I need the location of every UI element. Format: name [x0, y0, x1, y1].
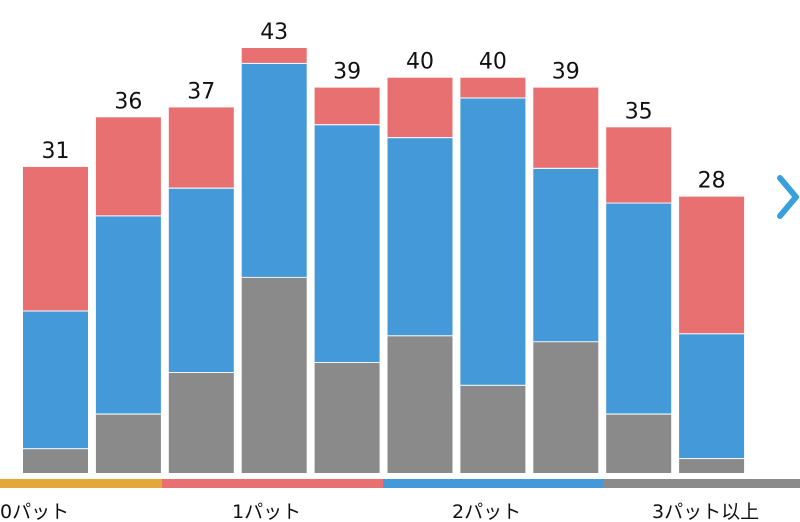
bar-segment-two-1 — [23, 310, 88, 449]
legend: 0パット 1パット 2パット 3パット以上 — [0, 479, 800, 522]
bar-segment-three_plus-6 — [387, 335, 453, 473]
segment-separator — [95, 412, 161, 415]
bar-segment-three_plus-2 — [95, 413, 161, 473]
bar-segment-two-2 — [95, 215, 161, 414]
legend-label-4: 3パット以上 — [652, 501, 759, 522]
bar-segment-two-3 — [168, 187, 234, 372]
bar-total-label-9: 35 — [625, 99, 653, 124]
legend-swatch-3 — [383, 479, 603, 488]
bar-segment-one-1 — [23, 165, 88, 311]
segment-separator — [606, 412, 672, 415]
bar-segment-two-8 — [533, 167, 599, 342]
bars-group — [23, 46, 745, 473]
bar-segment-two-9 — [606, 202, 672, 414]
segment-separator — [314, 123, 380, 126]
bar-total-label-5: 39 — [333, 60, 361, 85]
segment-separator — [460, 75, 526, 78]
legend-label-2: 1パット — [232, 501, 301, 522]
legend-swatch-1 — [0, 479, 162, 488]
segment-separator — [679, 194, 745, 197]
bar-total-label-7: 40 — [479, 50, 507, 75]
bar-segment-one-7 — [460, 76, 526, 98]
bar-segment-two-6 — [387, 137, 453, 336]
bar-total-label-1: 31 — [42, 139, 70, 164]
bar-segment-two-5 — [314, 124, 380, 363]
bar-segment-one-3 — [168, 106, 234, 188]
bar-segment-two-4 — [241, 62, 307, 277]
segment-separator — [606, 125, 672, 128]
bar-segment-one-10 — [679, 195, 745, 334]
bar-segment-two-10 — [679, 333, 745, 459]
bar-segment-three_plus-9 — [606, 413, 672, 473]
segment-separator — [168, 105, 234, 108]
bar-total-label-2: 36 — [114, 89, 142, 114]
bar-segment-one-8 — [533, 86, 599, 168]
legend-swatch-2 — [162, 479, 383, 488]
bar-segment-three_plus-8 — [533, 341, 599, 473]
bar-segment-three_plus-1 — [23, 448, 88, 473]
bar-segment-one-6 — [387, 76, 453, 138]
bar-segment-one-4 — [241, 47, 307, 63]
bar-segment-three_plus-5 — [314, 362, 380, 473]
bar-total-label-4: 43 — [260, 20, 288, 45]
total-labels-group: 31 36 37 43 39 40 40 39 35 28 — [42, 20, 726, 194]
legend-swatch-4 — [603, 479, 800, 488]
bar-total-label-10: 28 — [698, 169, 726, 194]
bar-segment-three_plus-4 — [241, 276, 307, 473]
bar-segment-three_plus-10 — [679, 458, 745, 473]
bar-total-label-6: 40 — [406, 50, 434, 75]
segment-separator — [314, 85, 380, 88]
bar-segment-two-7 — [460, 97, 526, 385]
bar-total-label-3: 37 — [187, 79, 215, 104]
bar-segment-one-2 — [95, 116, 161, 216]
bar-segment-three_plus-3 — [168, 371, 234, 473]
segment-separator — [533, 85, 599, 88]
segment-separator — [679, 457, 745, 460]
segment-separator — [533, 166, 599, 169]
segment-separator — [387, 75, 453, 78]
bar-total-label-8: 39 — [552, 60, 580, 85]
bar-segment-one-5 — [314, 86, 380, 125]
bar-segment-three_plus-7 — [460, 384, 526, 473]
bar-segment-one-9 — [606, 126, 672, 203]
segment-separator — [241, 46, 307, 48]
segment-separator — [23, 164, 88, 167]
chevron-right-icon[interactable] — [772, 172, 800, 222]
segment-separator — [95, 115, 161, 118]
legend-label-3: 2パット — [452, 501, 521, 522]
legend-label-1: 0パット — [0, 501, 69, 522]
segment-separator — [387, 136, 453, 139]
segment-separator — [168, 186, 234, 189]
